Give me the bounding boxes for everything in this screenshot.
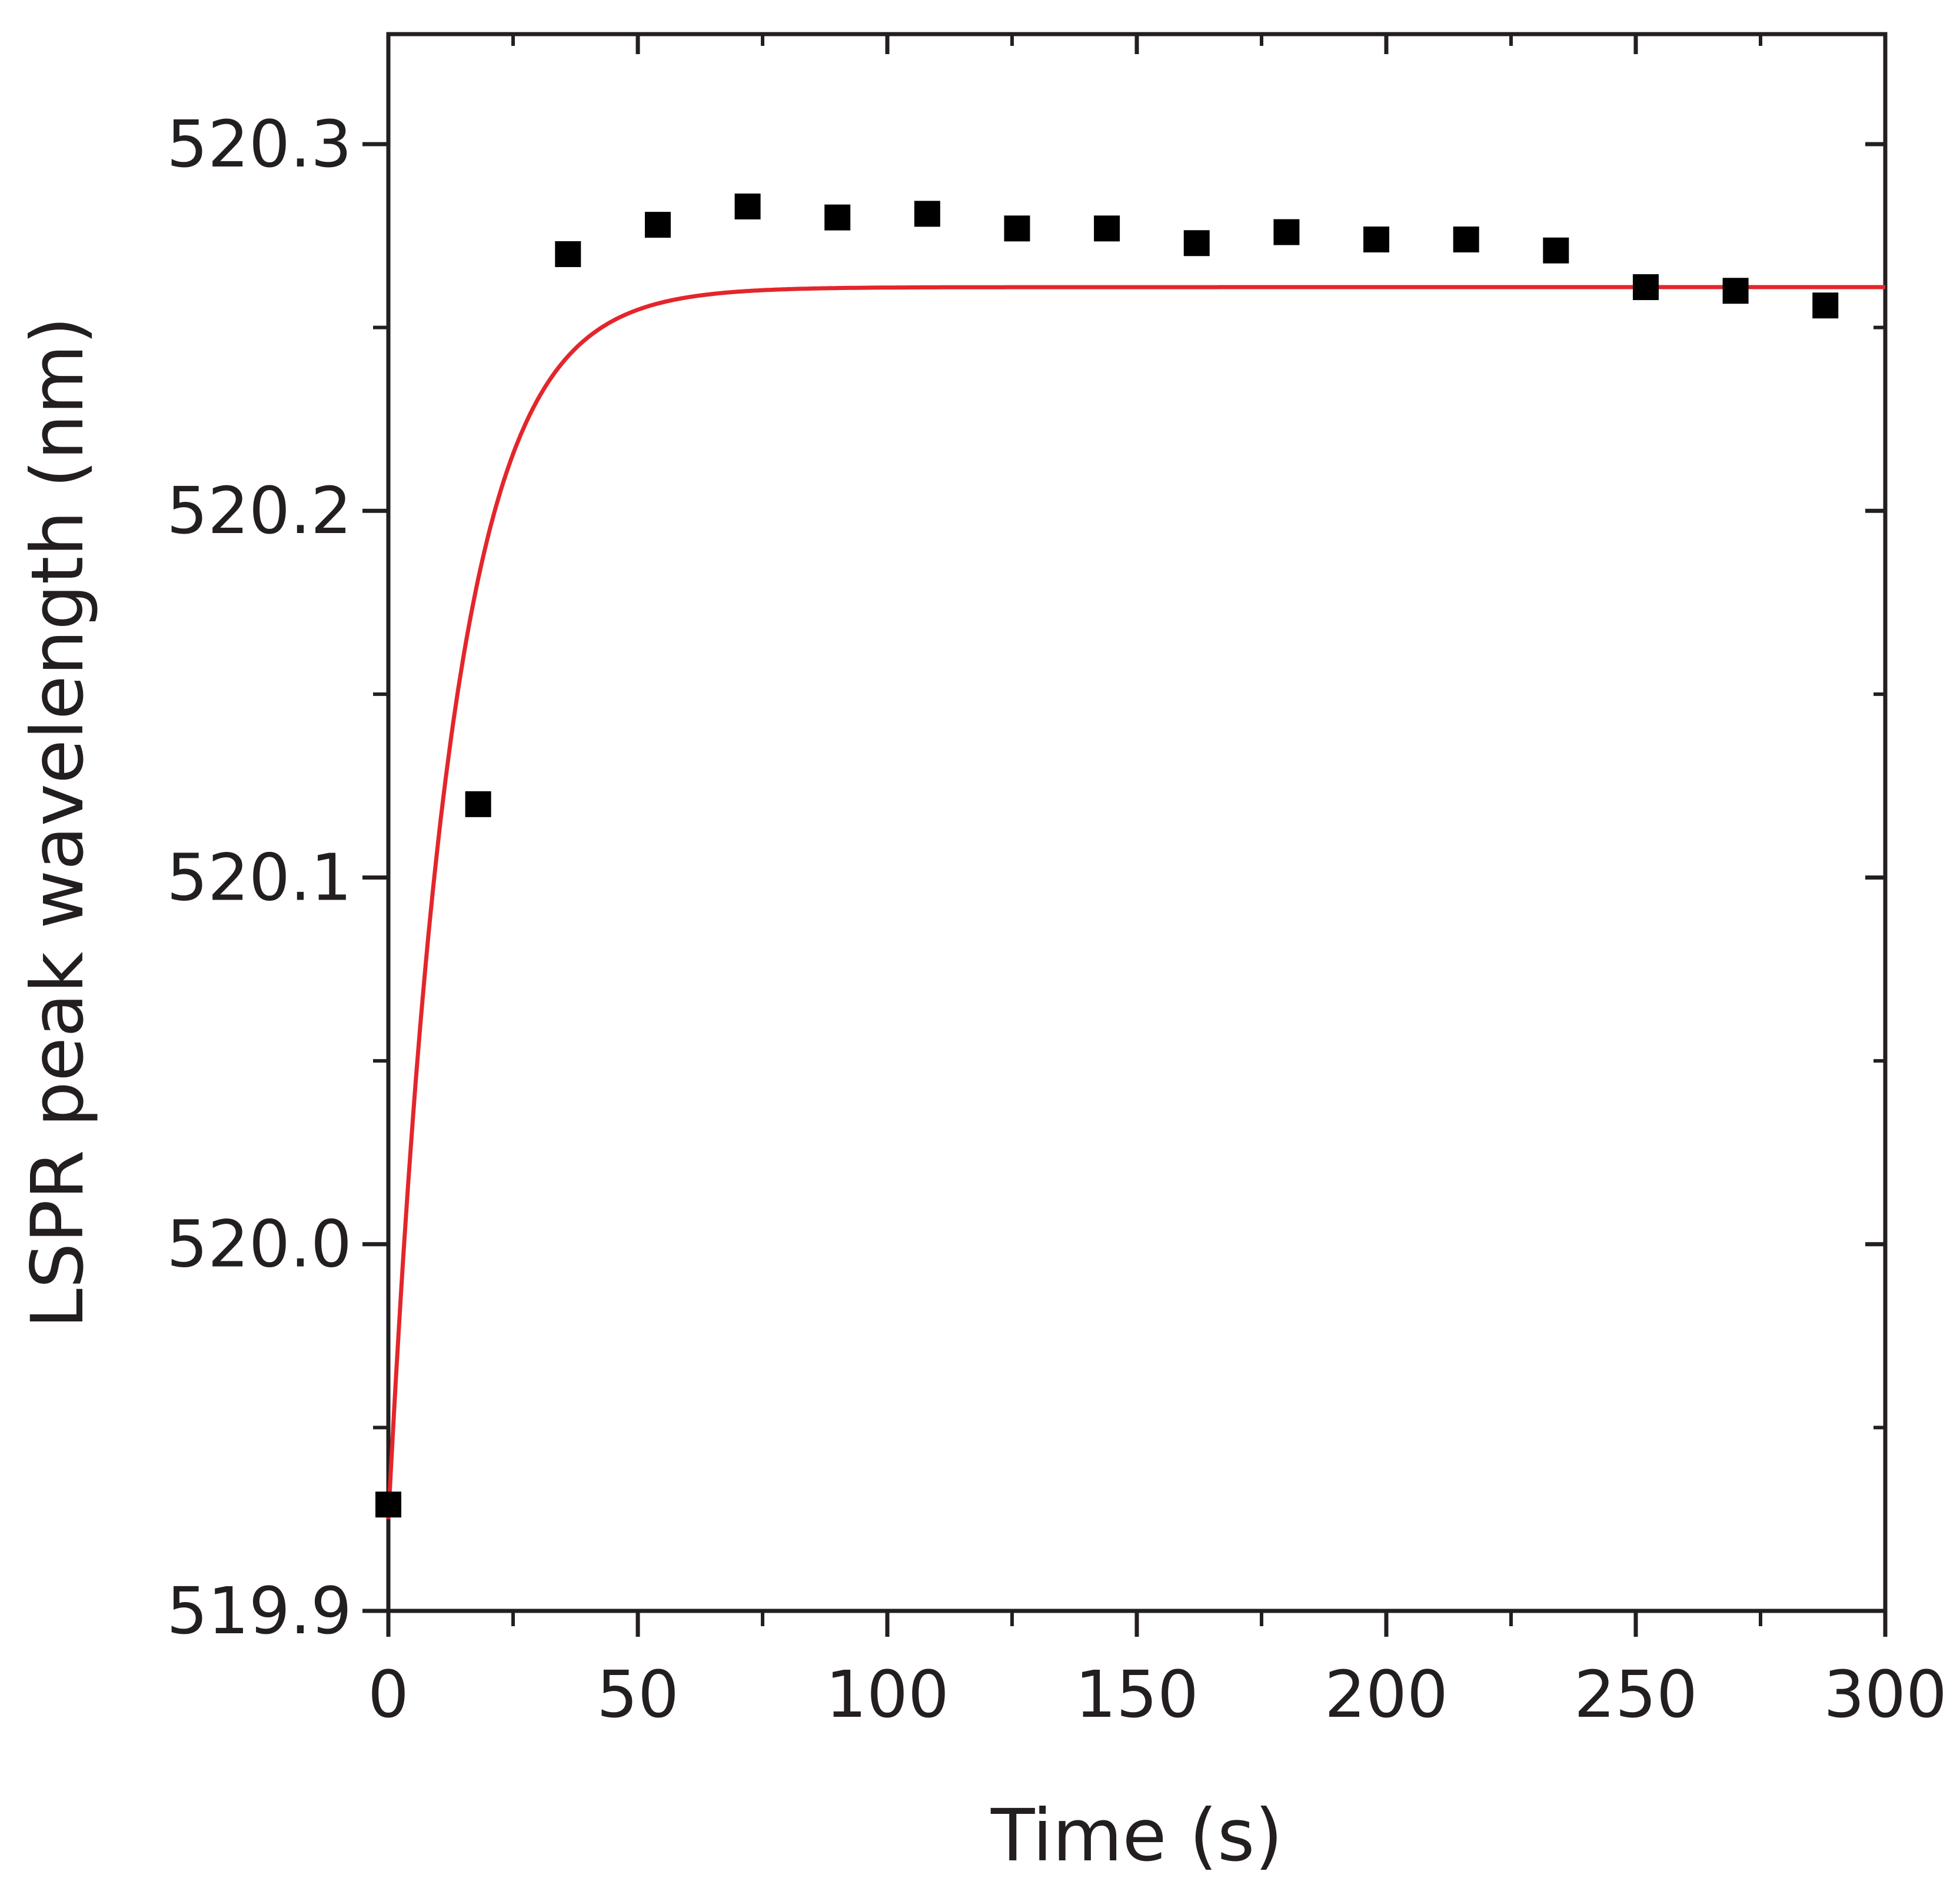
data-point bbox=[914, 201, 940, 227]
data-point bbox=[1183, 230, 1210, 257]
tick-labels: 0 50 100 150 200 250 300 519.9 520.0 520.1 520.2 52… bbox=[167, 106, 1947, 1732]
x-tick-label: 100 bbox=[826, 1657, 949, 1732]
axis-ticks bbox=[362, 34, 1888, 1637]
data-point bbox=[465, 791, 491, 817]
y-tick-label: 520.1 bbox=[167, 840, 352, 915]
data-point bbox=[375, 1491, 401, 1518]
data-point bbox=[1273, 219, 1300, 245]
x-tick-label: 0 bbox=[368, 1657, 409, 1732]
data-points bbox=[375, 193, 1839, 1518]
y-tick-label: 520.0 bbox=[167, 1207, 352, 1282]
data-point bbox=[1722, 278, 1749, 304]
x-tick-label: 50 bbox=[597, 1657, 679, 1732]
y-tick-label: 520.2 bbox=[167, 473, 352, 548]
y-tick-label: 520.3 bbox=[167, 106, 352, 182]
x-tick-label: 200 bbox=[1325, 1657, 1448, 1732]
x-tick-label: 150 bbox=[1075, 1657, 1199, 1732]
x-axis-title: Time (s) bbox=[990, 1794, 1283, 1877]
data-point bbox=[644, 212, 671, 238]
data-point bbox=[1812, 292, 1839, 319]
data-point bbox=[555, 241, 581, 267]
data-point bbox=[1543, 237, 1569, 264]
data-point bbox=[1632, 274, 1659, 301]
y-axis-title: LSPR peak wavelength (nm) bbox=[16, 317, 99, 1328]
data-point bbox=[1004, 215, 1030, 242]
data-point bbox=[734, 193, 761, 219]
data-point bbox=[1363, 227, 1390, 253]
x-tick-label: 250 bbox=[1574, 1657, 1698, 1732]
data-point bbox=[824, 204, 851, 231]
data-point bbox=[1094, 215, 1120, 242]
data-point bbox=[1453, 227, 1479, 253]
y-tick-label: 519.9 bbox=[167, 1573, 352, 1649]
x-tick-label: 300 bbox=[1823, 1657, 1947, 1732]
